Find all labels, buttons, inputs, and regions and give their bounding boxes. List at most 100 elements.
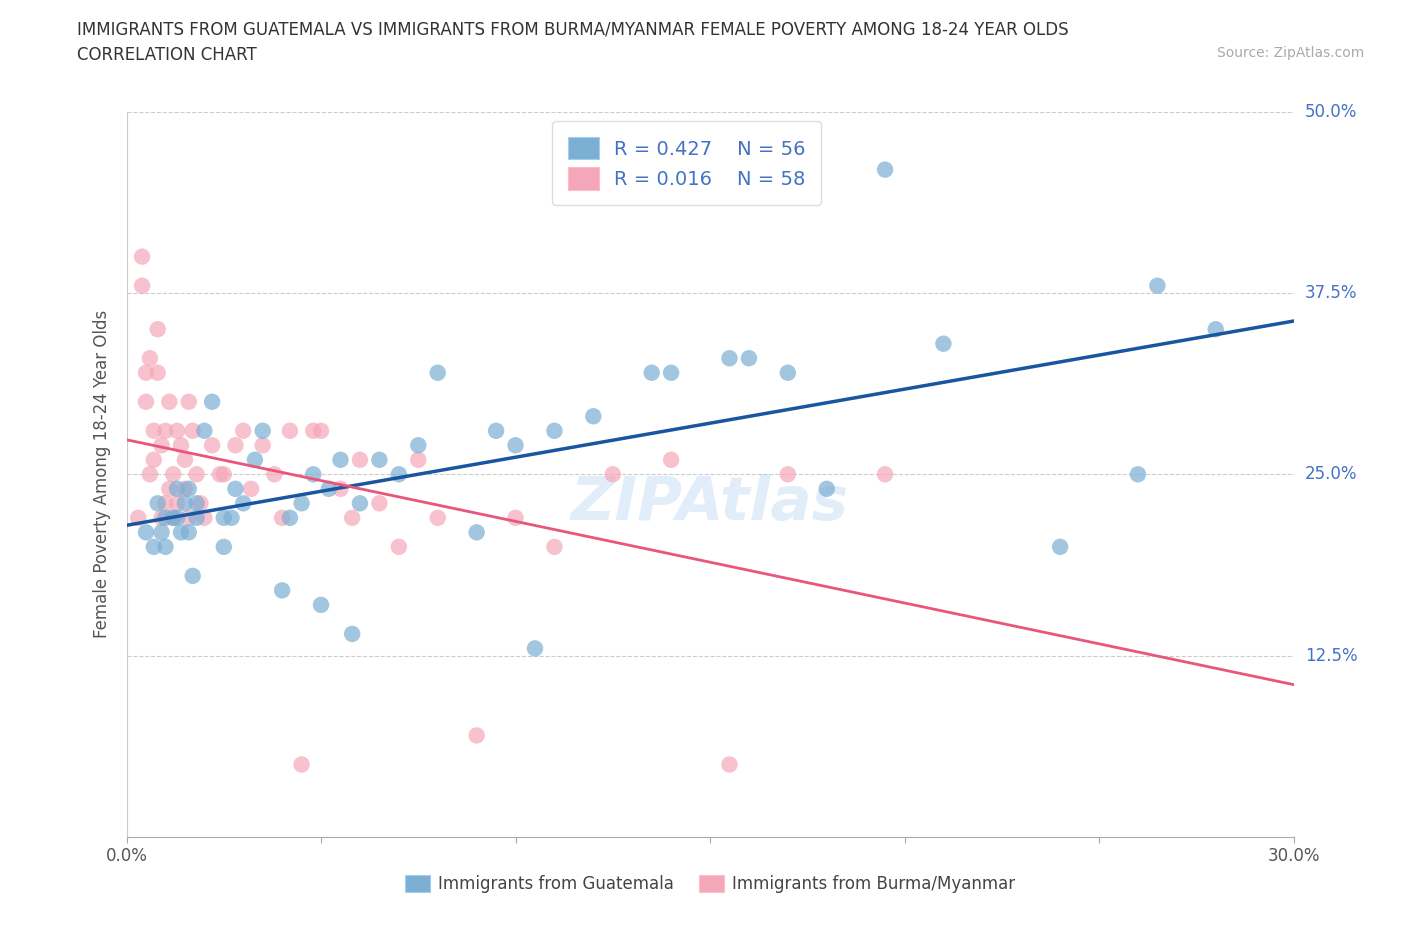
Point bbox=[1146, 278, 1168, 293]
Point bbox=[505, 438, 527, 453]
Point bbox=[523, 641, 546, 656]
Text: 50.0%: 50.0% bbox=[1305, 102, 1357, 121]
Point bbox=[186, 467, 208, 482]
Point bbox=[368, 452, 391, 467]
Point bbox=[212, 467, 235, 482]
Point bbox=[875, 162, 897, 177]
Point bbox=[302, 423, 325, 438]
Point bbox=[201, 394, 224, 409]
Point bbox=[659, 365, 682, 380]
Point bbox=[1126, 467, 1149, 482]
Point bbox=[718, 757, 741, 772]
Point bbox=[193, 511, 215, 525]
Point bbox=[166, 423, 188, 438]
Point bbox=[181, 423, 204, 438]
Point bbox=[170, 525, 193, 539]
Point bbox=[232, 423, 254, 438]
Point bbox=[181, 568, 204, 583]
Point bbox=[157, 482, 180, 497]
Point bbox=[155, 511, 177, 525]
Point bbox=[155, 423, 177, 438]
Point bbox=[177, 394, 200, 409]
Point bbox=[174, 482, 197, 497]
Point bbox=[1205, 322, 1227, 337]
Text: ZIPAtlas: ZIPAtlas bbox=[571, 473, 849, 533]
Point bbox=[150, 511, 173, 525]
Point bbox=[155, 539, 177, 554]
Point bbox=[240, 482, 263, 497]
Point bbox=[388, 539, 411, 554]
Point bbox=[875, 467, 897, 482]
Point bbox=[162, 511, 184, 525]
Y-axis label: Female Poverty Among 18-24 Year Olds: Female Poverty Among 18-24 Year Olds bbox=[93, 311, 111, 638]
Point bbox=[641, 365, 664, 380]
Text: Source: ZipAtlas.com: Source: ZipAtlas.com bbox=[1216, 46, 1364, 60]
Point bbox=[340, 511, 363, 525]
Point bbox=[465, 728, 488, 743]
Point bbox=[232, 496, 254, 511]
Point bbox=[170, 438, 193, 453]
Point bbox=[776, 467, 799, 482]
Point bbox=[190, 496, 212, 511]
Point bbox=[174, 452, 197, 467]
Point bbox=[329, 482, 352, 497]
Point bbox=[408, 452, 430, 467]
Point bbox=[738, 351, 761, 365]
Point bbox=[221, 511, 243, 525]
Point bbox=[329, 452, 352, 467]
Point bbox=[815, 482, 838, 497]
Point bbox=[243, 452, 266, 467]
Point bbox=[582, 409, 605, 424]
Point bbox=[659, 452, 682, 467]
Point bbox=[302, 467, 325, 482]
Point bbox=[142, 423, 165, 438]
Point bbox=[349, 452, 371, 467]
Point bbox=[150, 525, 173, 539]
Point bbox=[252, 438, 274, 453]
Point bbox=[543, 539, 565, 554]
Point bbox=[271, 511, 294, 525]
Point bbox=[150, 438, 173, 453]
Point bbox=[174, 496, 197, 511]
Point bbox=[135, 365, 157, 380]
Point bbox=[142, 539, 165, 554]
Point bbox=[426, 511, 449, 525]
Point bbox=[932, 337, 955, 352]
Text: IMMIGRANTS FROM GUATEMALA VS IMMIGRANTS FROM BURMA/MYANMAR FEMALE POVERTY AMONG : IMMIGRANTS FROM GUATEMALA VS IMMIGRANTS … bbox=[77, 20, 1069, 38]
Point bbox=[426, 365, 449, 380]
Text: 25.0%: 25.0% bbox=[1305, 465, 1357, 484]
Point bbox=[166, 511, 188, 525]
Point bbox=[193, 423, 215, 438]
Text: 37.5%: 37.5% bbox=[1305, 284, 1357, 302]
Point bbox=[166, 482, 188, 497]
Point bbox=[349, 496, 371, 511]
Point bbox=[252, 423, 274, 438]
Point bbox=[139, 351, 162, 365]
Point bbox=[146, 365, 169, 380]
Point bbox=[776, 365, 799, 380]
Point bbox=[485, 423, 508, 438]
Point bbox=[318, 482, 340, 497]
Point bbox=[543, 423, 565, 438]
Point bbox=[340, 627, 363, 642]
Point bbox=[127, 511, 149, 525]
Point bbox=[177, 525, 200, 539]
Point bbox=[271, 583, 294, 598]
Point bbox=[162, 467, 184, 482]
Point bbox=[505, 511, 527, 525]
Point bbox=[155, 496, 177, 511]
Text: 12.5%: 12.5% bbox=[1305, 646, 1357, 665]
Point bbox=[186, 496, 208, 511]
Point bbox=[263, 467, 285, 482]
Point bbox=[388, 467, 411, 482]
Point bbox=[162, 511, 184, 525]
Point bbox=[146, 496, 169, 511]
Legend: Immigrants from Guatemala, Immigrants from Burma/Myanmar: Immigrants from Guatemala, Immigrants fr… bbox=[396, 867, 1024, 901]
Point bbox=[177, 482, 200, 497]
Point bbox=[157, 394, 180, 409]
Point bbox=[201, 438, 224, 453]
Point bbox=[718, 351, 741, 365]
Point bbox=[166, 496, 188, 511]
Point bbox=[309, 597, 332, 612]
Point bbox=[131, 278, 153, 293]
